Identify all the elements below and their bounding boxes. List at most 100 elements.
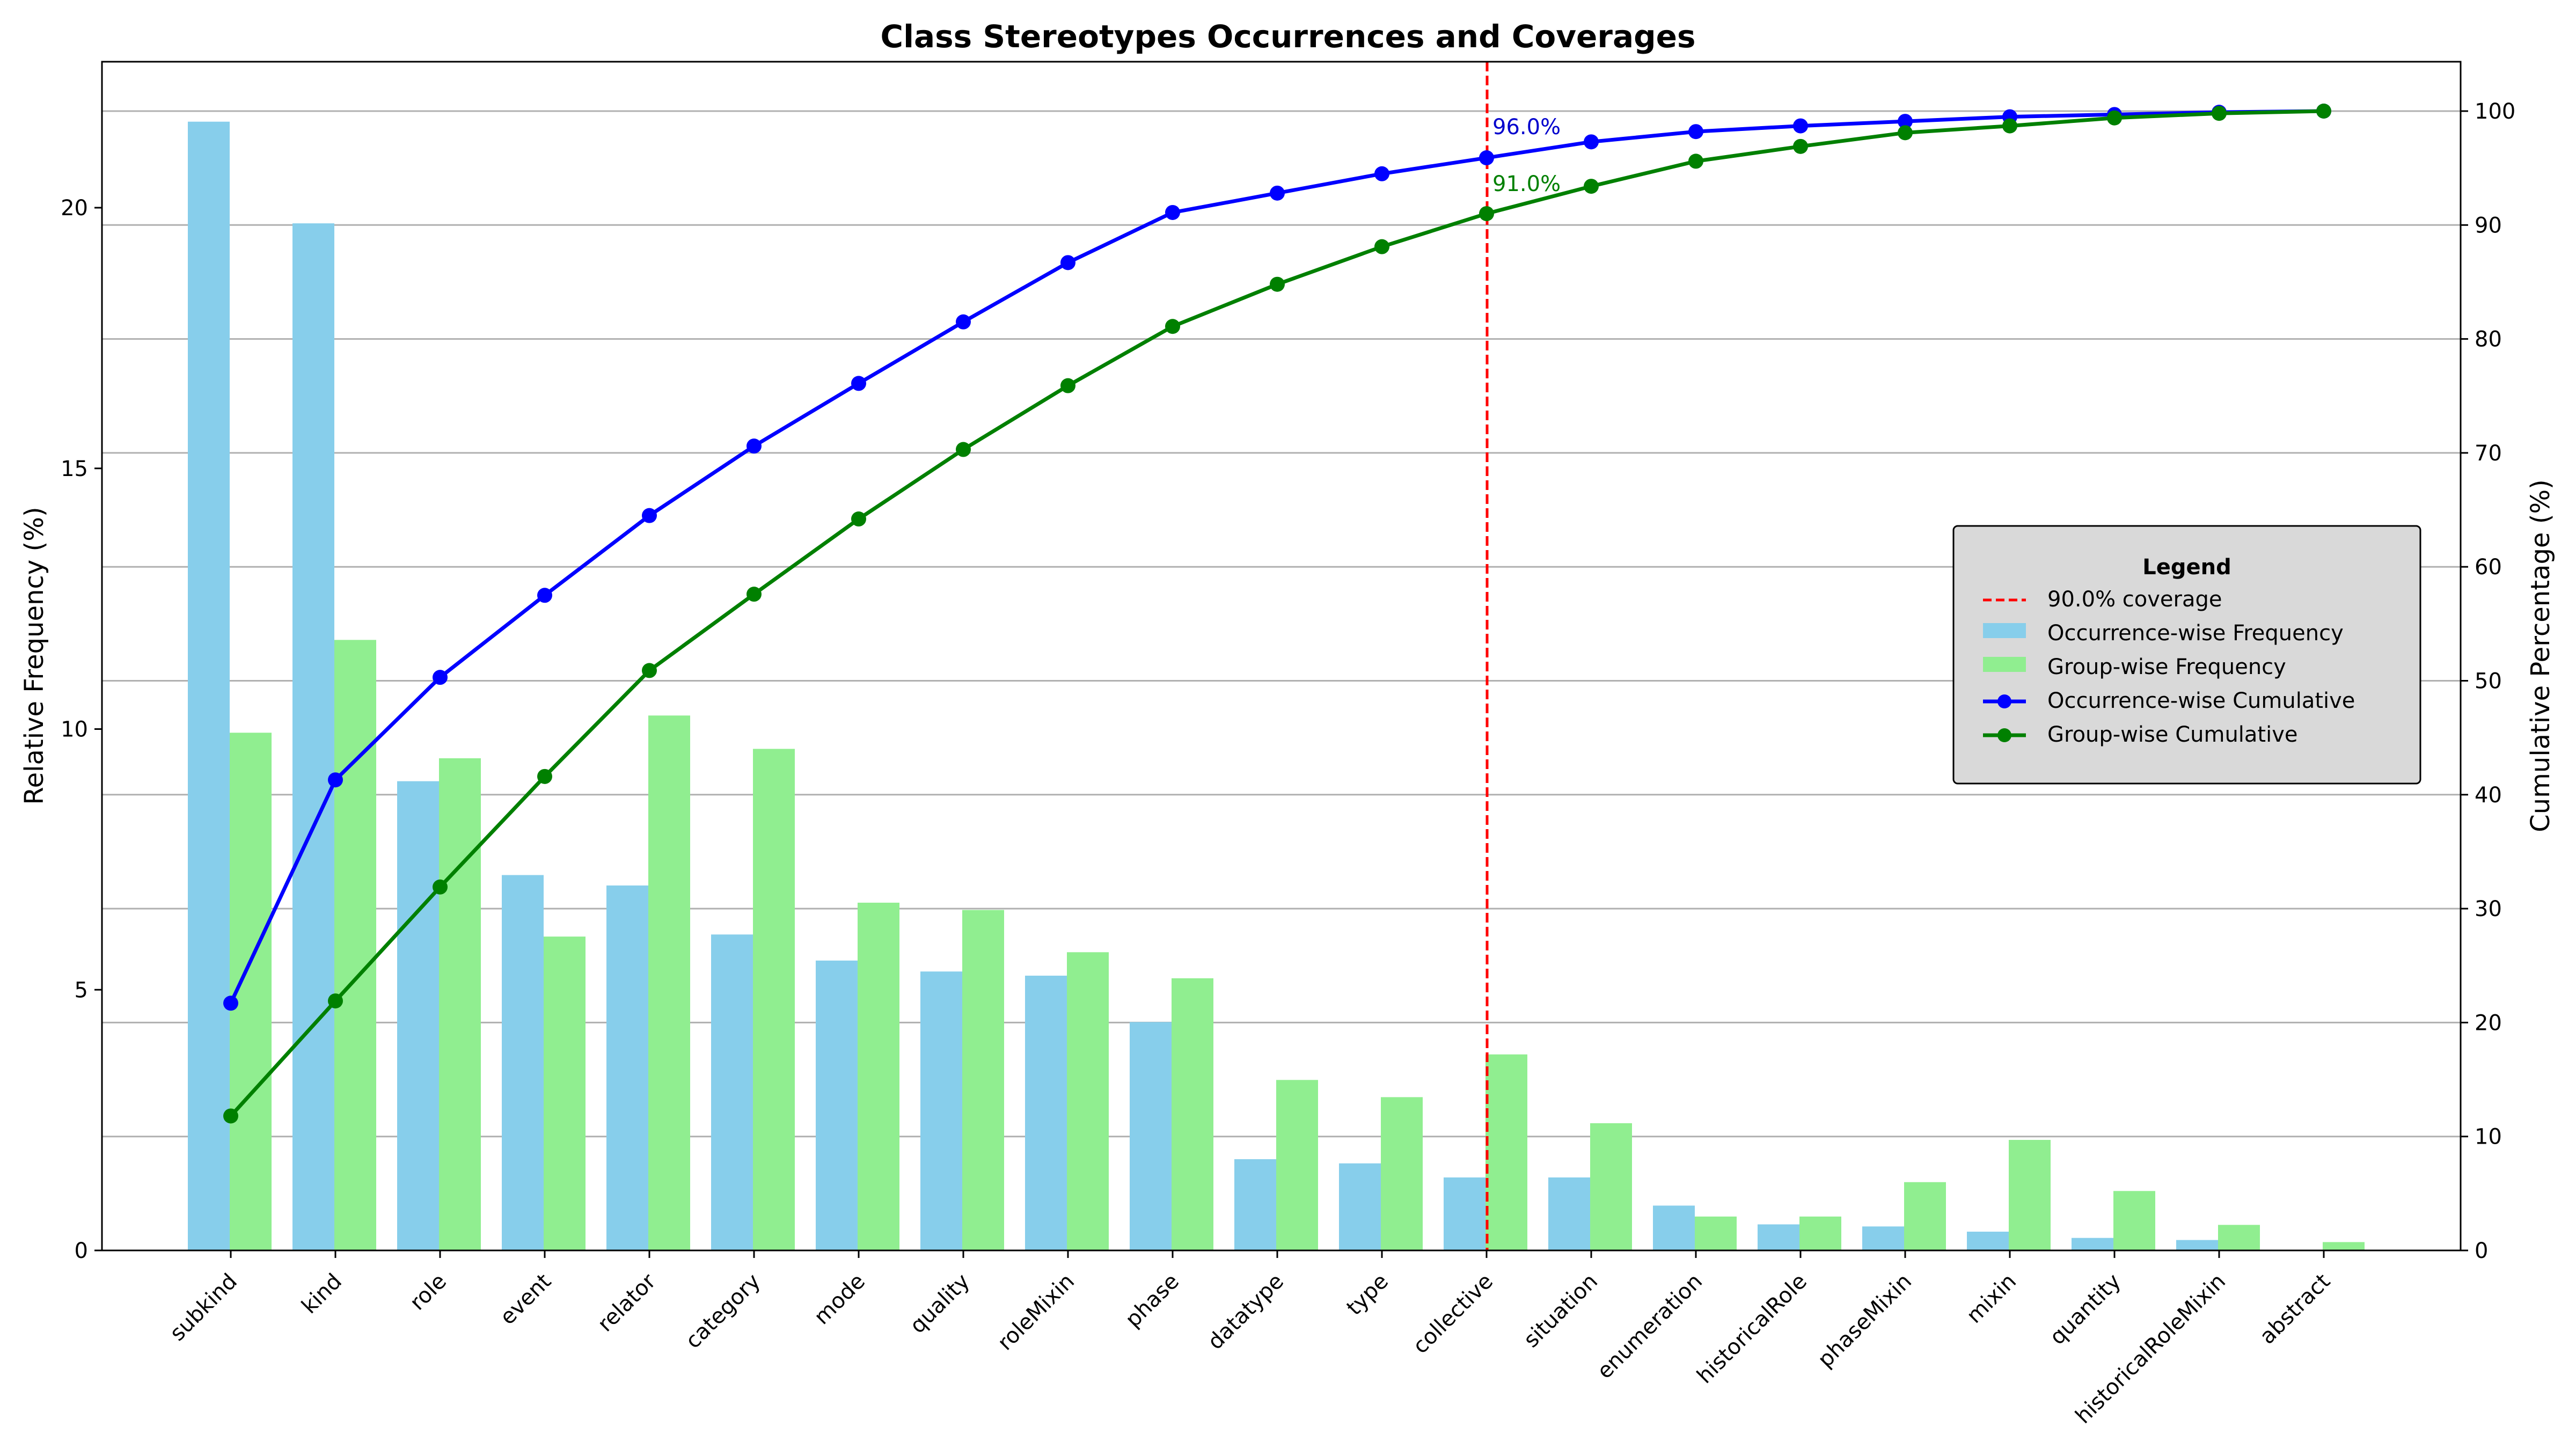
point-group	[1165, 319, 1180, 334]
point-occurrence	[1374, 166, 1389, 181]
point-group	[851, 511, 866, 527]
x-tick-label: quantity	[2045, 1269, 2126, 1350]
legend-swatch-bar	[1983, 657, 2026, 672]
bar-occurrence	[1862, 1226, 1904, 1250]
y-tick-label-right: 80	[2475, 327, 2502, 352]
point-occurrence	[223, 996, 238, 1011]
point-group	[328, 993, 343, 1009]
bar-group	[544, 936, 586, 1250]
point-group	[1898, 125, 1913, 141]
annotations: 96.0% 91.0%	[1492, 115, 1561, 196]
y-tick-label-left: 20	[61, 196, 88, 221]
y-tick-label-right: 70	[2475, 441, 2502, 466]
x-tick-label: roleMixin	[993, 1269, 1079, 1356]
point-occurrence	[1165, 204, 1180, 220]
y-tick-label-right: 0	[2475, 1239, 2488, 1263]
point-group	[747, 587, 762, 602]
point-group	[1060, 378, 1075, 393]
legend-entry-label: Occurrence-wise Frequency	[2047, 621, 2344, 646]
x-tick-label: phase	[1121, 1269, 1184, 1333]
coverage-annotation: 96.0%	[1492, 115, 1561, 140]
cumulative-lines	[223, 104, 2331, 1124]
point-group	[1688, 153, 1703, 169]
chart-title: Class Stereotypes Occurrences and Covera…	[881, 18, 1696, 55]
point-group	[537, 769, 552, 784]
x-tick-label: role	[405, 1269, 451, 1315]
point-occurrence	[1479, 150, 1494, 166]
point-group	[223, 1108, 238, 1124]
bar-occurrence	[920, 971, 962, 1250]
x-tick-label: mode	[809, 1269, 870, 1330]
y-tick-label-right: 50	[2475, 669, 2502, 694]
y-axis-label-right: Cumulative Percentage (%)	[2526, 479, 2556, 832]
y-axis-label-left: Relative Frequency (%)	[19, 507, 49, 804]
legend-entry-label: 90.0% coverage	[2047, 587, 2222, 612]
bar-occurrence	[1967, 1232, 2009, 1250]
bar-occurrence	[1130, 1022, 1172, 1250]
x-tick-label: quality	[905, 1269, 975, 1338]
y-tick-label-right: 20	[2475, 1011, 2502, 1035]
bar-group	[1276, 1080, 1318, 1250]
y-tick-label-right: 100	[2475, 99, 2515, 124]
y-tick-label-left: 0	[75, 1239, 88, 1263]
bar-occurrence	[1025, 976, 1067, 1250]
x-tick-label: historicalRole	[1692, 1269, 1812, 1389]
bar-occurrence	[292, 223, 334, 1250]
x-tick-label: abstract	[2255, 1269, 2335, 1349]
legend-swatch-marker	[1997, 728, 2011, 742]
legend-entry-label: Group-wise Frequency	[2047, 655, 2286, 679]
bar-occurrence	[2072, 1238, 2113, 1250]
point-occurrence	[642, 508, 657, 523]
point-occurrence	[1060, 255, 1075, 270]
point-group	[1793, 138, 1808, 154]
bar-occurrence	[1548, 1177, 1590, 1250]
x-tick-label: collective	[1408, 1269, 1498, 1359]
x-tick-label: kind	[297, 1269, 347, 1319]
y-tick-label-left: 15	[61, 457, 88, 481]
legend-entry-label: Occurrence-wise Cumulative	[2047, 689, 2355, 713]
point-occurrence	[433, 670, 448, 685]
x-tick-label: category	[681, 1269, 766, 1354]
bar-group	[2009, 1140, 2051, 1250]
bar-group	[962, 910, 1004, 1250]
point-group	[2212, 106, 2227, 121]
bars	[188, 121, 2365, 1251]
x-tick-label: mixin	[1962, 1269, 2021, 1328]
point-occurrence	[851, 376, 866, 391]
grid	[102, 110, 2461, 1252]
y-tick-label-right: 10	[2475, 1125, 2502, 1150]
bar-group	[753, 749, 795, 1250]
bar-occurrence	[816, 960, 858, 1250]
bar-group	[1904, 1182, 1946, 1250]
bar-occurrence	[711, 934, 753, 1250]
x-tick-label: situation	[1519, 1269, 1602, 1353]
bar-group	[2323, 1242, 2365, 1250]
point-group	[1270, 276, 1285, 292]
y-tick-label-left: 5	[75, 978, 88, 1002]
legend-swatch-marker	[1997, 694, 2011, 708]
x-tick-label: event	[495, 1269, 556, 1330]
y-tick-label-right: 90	[2475, 213, 2502, 238]
point-group	[2316, 104, 2331, 119]
point-occurrence	[747, 438, 762, 454]
bar-group	[1485, 1054, 1527, 1250]
bar-group	[1172, 978, 1213, 1250]
point-occurrence	[1793, 118, 1808, 134]
bar-group	[334, 640, 376, 1250]
point-group	[2107, 110, 2122, 126]
bar-group	[1381, 1097, 1423, 1250]
bar-group	[2218, 1225, 2260, 1250]
bar-group	[439, 758, 481, 1250]
legend-box	[1952, 525, 2421, 785]
point-group	[433, 879, 448, 895]
point-group	[2002, 118, 2017, 134]
bar-occurrence	[2176, 1240, 2218, 1250]
bar-occurrence	[1339, 1163, 1381, 1250]
x-tick-label: phaseMixin	[1813, 1269, 1916, 1373]
bar-group	[1799, 1216, 1841, 1250]
legend-swatch-bar	[1983, 623, 2026, 638]
legend-entry-label: Group-wise Cumulative	[2047, 722, 2298, 747]
coverage-annotation: 91.0%	[1492, 172, 1561, 196]
point-group	[1584, 179, 1599, 194]
